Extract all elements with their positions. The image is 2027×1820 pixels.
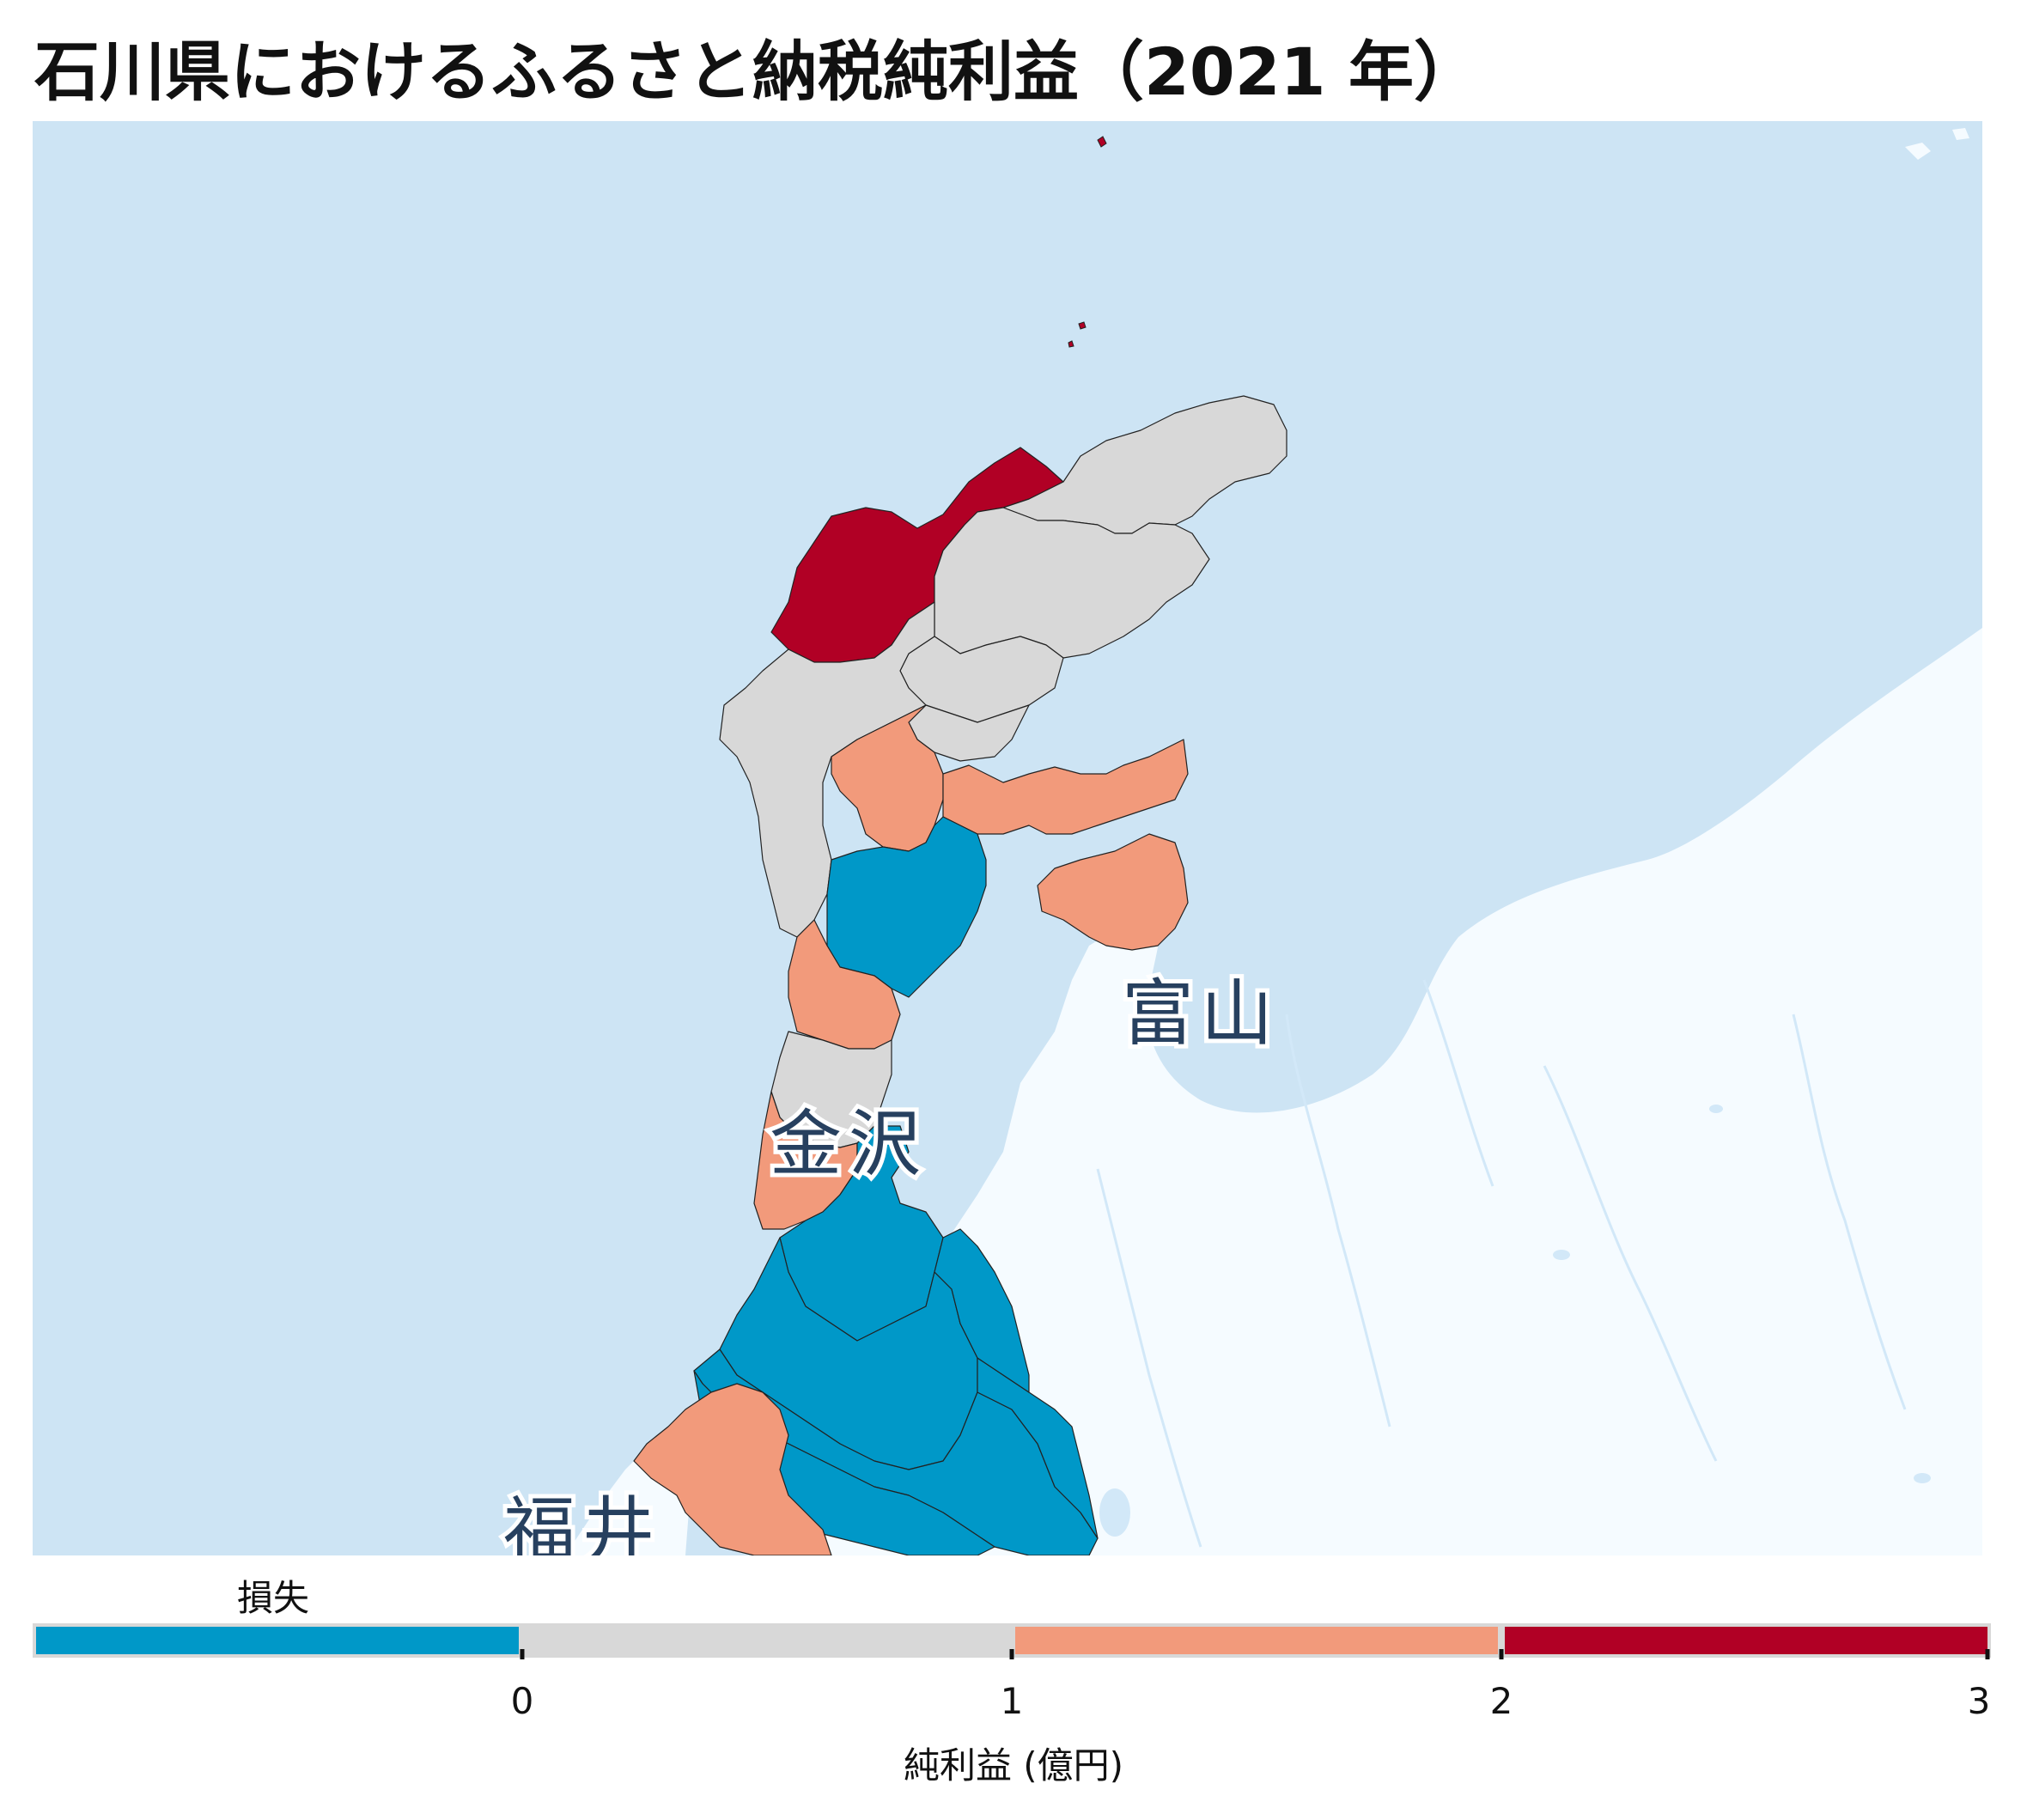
- rivers-lakes: [1096, 979, 1931, 1548]
- municipality-region: [788, 919, 901, 1050]
- colorbar-tick-label: 1: [1001, 1680, 1024, 1722]
- colorbar-bin: [36, 1627, 519, 1654]
- colorbar-bin: [1505, 1627, 1987, 1654]
- lake: [1099, 1488, 1130, 1537]
- municipality-region: [719, 601, 935, 938]
- municipality-region: [977, 1357, 1099, 1539]
- colorbar-bin: [526, 1627, 1008, 1654]
- colorbar-tick-label: 0: [511, 1680, 534, 1722]
- colorbar-bin: [1015, 1627, 1498, 1654]
- river: [1285, 1013, 1391, 1427]
- river: [1096, 1168, 1202, 1548]
- lake: [1553, 1250, 1570, 1260]
- river: [1422, 979, 1494, 1187]
- colorbar-ticks: 0 1 2 3: [511, 1649, 1991, 1722]
- island: [1905, 143, 1931, 160]
- legend-axis-title: 純利益 (億円): [904, 1744, 1123, 1787]
- place-label-kanazawa: 金沢: [770, 1102, 928, 1186]
- lake: [1709, 1105, 1723, 1113]
- island: [1097, 136, 1107, 148]
- municipality-region: [633, 1383, 832, 1555]
- island: [1078, 321, 1087, 330]
- colorbar-tick-label: 2: [1490, 1680, 1513, 1722]
- legend-loss-label: 損失: [237, 1577, 309, 1619]
- place-label-toyama: 富山: [1122, 971, 1280, 1056]
- river: [1792, 1013, 1907, 1410]
- municipality-region: [942, 739, 1189, 951]
- place-label-fukui: 福井: [503, 1488, 661, 1555]
- choropleth-map: 富山 金沢 福井: [33, 121, 1982, 1555]
- municipality-region: [934, 1228, 1030, 1393]
- municipality-polygons: [633, 395, 1287, 1555]
- page-title: 石川県におけるふるさと納税純利益（2021 年）: [34, 33, 1479, 110]
- island: [1068, 340, 1074, 348]
- colorbar-tick-label: 3: [1968, 1680, 1991, 1722]
- island: [1952, 128, 1969, 140]
- legend-colorbar: 損失 0 1 2 3 純利益 (億円): [33, 1577, 1991, 1787]
- river: [1543, 1065, 1718, 1462]
- colorbar-bins: [36, 1627, 1987, 1654]
- lake: [1914, 1473, 1931, 1483]
